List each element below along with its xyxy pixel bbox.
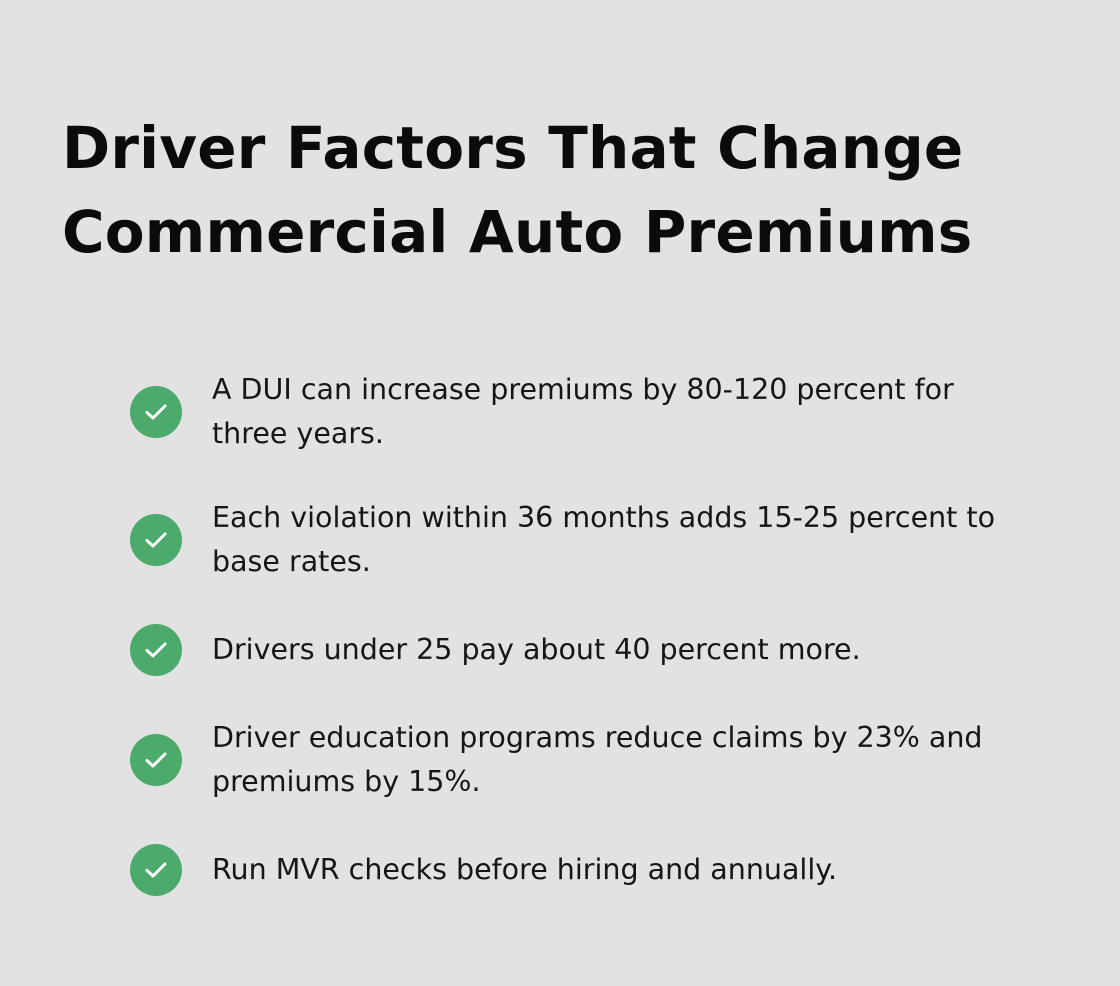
check-icon [130,514,182,566]
list-item-line: Drivers under 25 pay about 40 percent mo… [212,633,861,666]
check-icon [130,844,182,896]
list-item-line: premiums by 15%. [212,765,481,798]
list-item-line: Each violation within 36 months adds 15-… [212,501,996,534]
list-item-text: Drivers under 25 pay about 40 percent mo… [212,628,1032,672]
list-item-text: Driver education programs reduce claims … [212,716,1032,804]
list-item-line: A DUI can increase premiums by 80-120 pe… [212,373,954,406]
list-item-line: three years. [212,417,384,450]
list-item-line: Driver education programs reduce claims … [212,721,983,754]
check-icon [130,386,182,438]
title-line-1: Driver Factors That Change [62,114,964,182]
page-title: Driver Factors That Change Commercial Au… [62,106,1062,274]
check-icon [130,624,182,676]
check-icon [130,734,182,786]
list-item-text: Run MVR checks before hiring and annuall… [212,848,1032,892]
title-line-2: Commercial Auto Premiums [62,198,973,266]
list-item-text: A DUI can increase premiums by 80-120 pe… [212,368,1032,456]
list-item-line: Run MVR checks before hiring and annuall… [212,853,838,886]
list-item-text: Each violation within 36 months adds 15-… [212,496,1032,584]
list-item-line: base rates. [212,545,371,578]
